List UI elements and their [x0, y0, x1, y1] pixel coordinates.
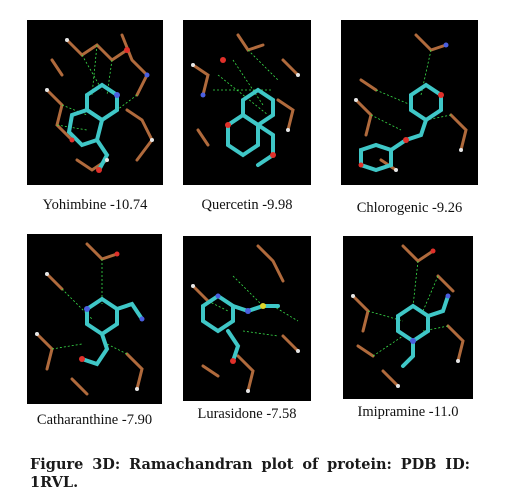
lurasidone-molecule-graphic [191, 244, 300, 393]
caption-chlorogenic: Chlorogenic -9.26 [356, 200, 463, 216]
caption-lurasidone: Lurasidone -7.58 [197, 406, 297, 422]
docking-image-chlorogenic [341, 20, 478, 185]
caption-imipramine: Imipramine -11.0 [357, 404, 459, 420]
figure-caption-line1: Figure 3D: Ramachandran plot of protein:… [30, 456, 470, 473]
docking-image-imipramine [343, 236, 473, 399]
yohimbine-molecule-graphic [45, 33, 154, 173]
caption-yohimbine: Yohimbine -10.74 [42, 197, 148, 213]
docking-image-catharanthine [27, 234, 162, 404]
docking-image-lurasidone [183, 236, 311, 401]
quercetin-molecule-graphic [191, 33, 300, 167]
figure-caption-line2: 1RVL. [30, 474, 79, 491]
catharanthine-molecule-graphic [35, 242, 145, 396]
docking-image-quercetin [183, 20, 311, 185]
chlorogenic-molecule-graphic [354, 33, 468, 173]
docking-image-yohimbine [27, 20, 163, 185]
caption-catharanthine: Catharanthine -7.90 [36, 412, 153, 428]
imipramine-molecule-graphic [351, 244, 465, 388]
caption-quercetin: Quercetin -9.98 [201, 197, 293, 213]
figure-caption: Figure 3D: Ramachandran plot of protein:… [30, 456, 470, 492]
